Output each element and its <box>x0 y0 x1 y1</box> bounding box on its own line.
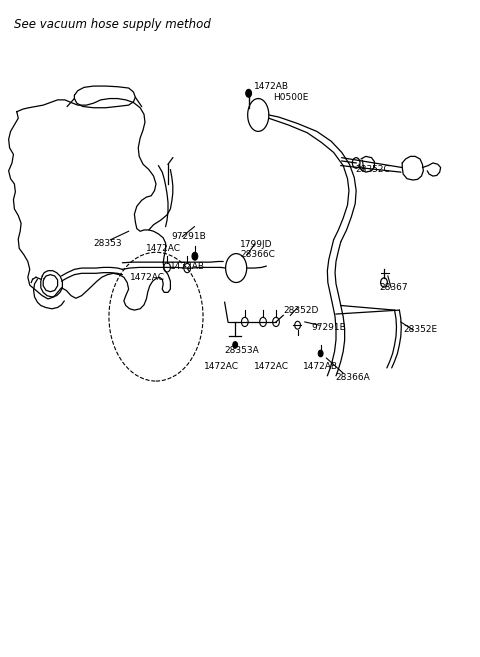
Text: 97291B: 97291B <box>311 323 346 332</box>
Text: 28352E: 28352E <box>403 325 437 334</box>
Text: 1472AB: 1472AB <box>303 362 338 371</box>
Circle shape <box>233 342 238 348</box>
Text: 1472AC: 1472AC <box>254 362 289 371</box>
Circle shape <box>246 90 251 97</box>
Text: H0500E: H0500E <box>274 93 309 102</box>
Text: 1472AC: 1472AC <box>146 244 181 253</box>
Text: 28352D: 28352D <box>283 306 319 315</box>
Text: 28367: 28367 <box>379 283 408 292</box>
Circle shape <box>192 252 198 260</box>
Circle shape <box>318 350 323 357</box>
Text: 28366C: 28366C <box>240 250 275 260</box>
Text: 97291B: 97291B <box>172 232 206 241</box>
Circle shape <box>246 89 252 97</box>
Text: 1799JD: 1799JD <box>240 240 273 249</box>
Text: 28352C: 28352C <box>355 165 390 174</box>
Text: 1472AB: 1472AB <box>254 82 289 91</box>
Text: 28366A: 28366A <box>335 373 370 382</box>
Text: 1472AC: 1472AC <box>130 273 165 282</box>
Text: 1472AC: 1472AC <box>204 362 239 371</box>
Text: See vacuum hose supply method: See vacuum hose supply method <box>14 18 211 32</box>
Text: 28353A: 28353A <box>225 346 259 355</box>
Text: 1472AB: 1472AB <box>170 262 205 271</box>
Text: 28353: 28353 <box>94 238 122 248</box>
